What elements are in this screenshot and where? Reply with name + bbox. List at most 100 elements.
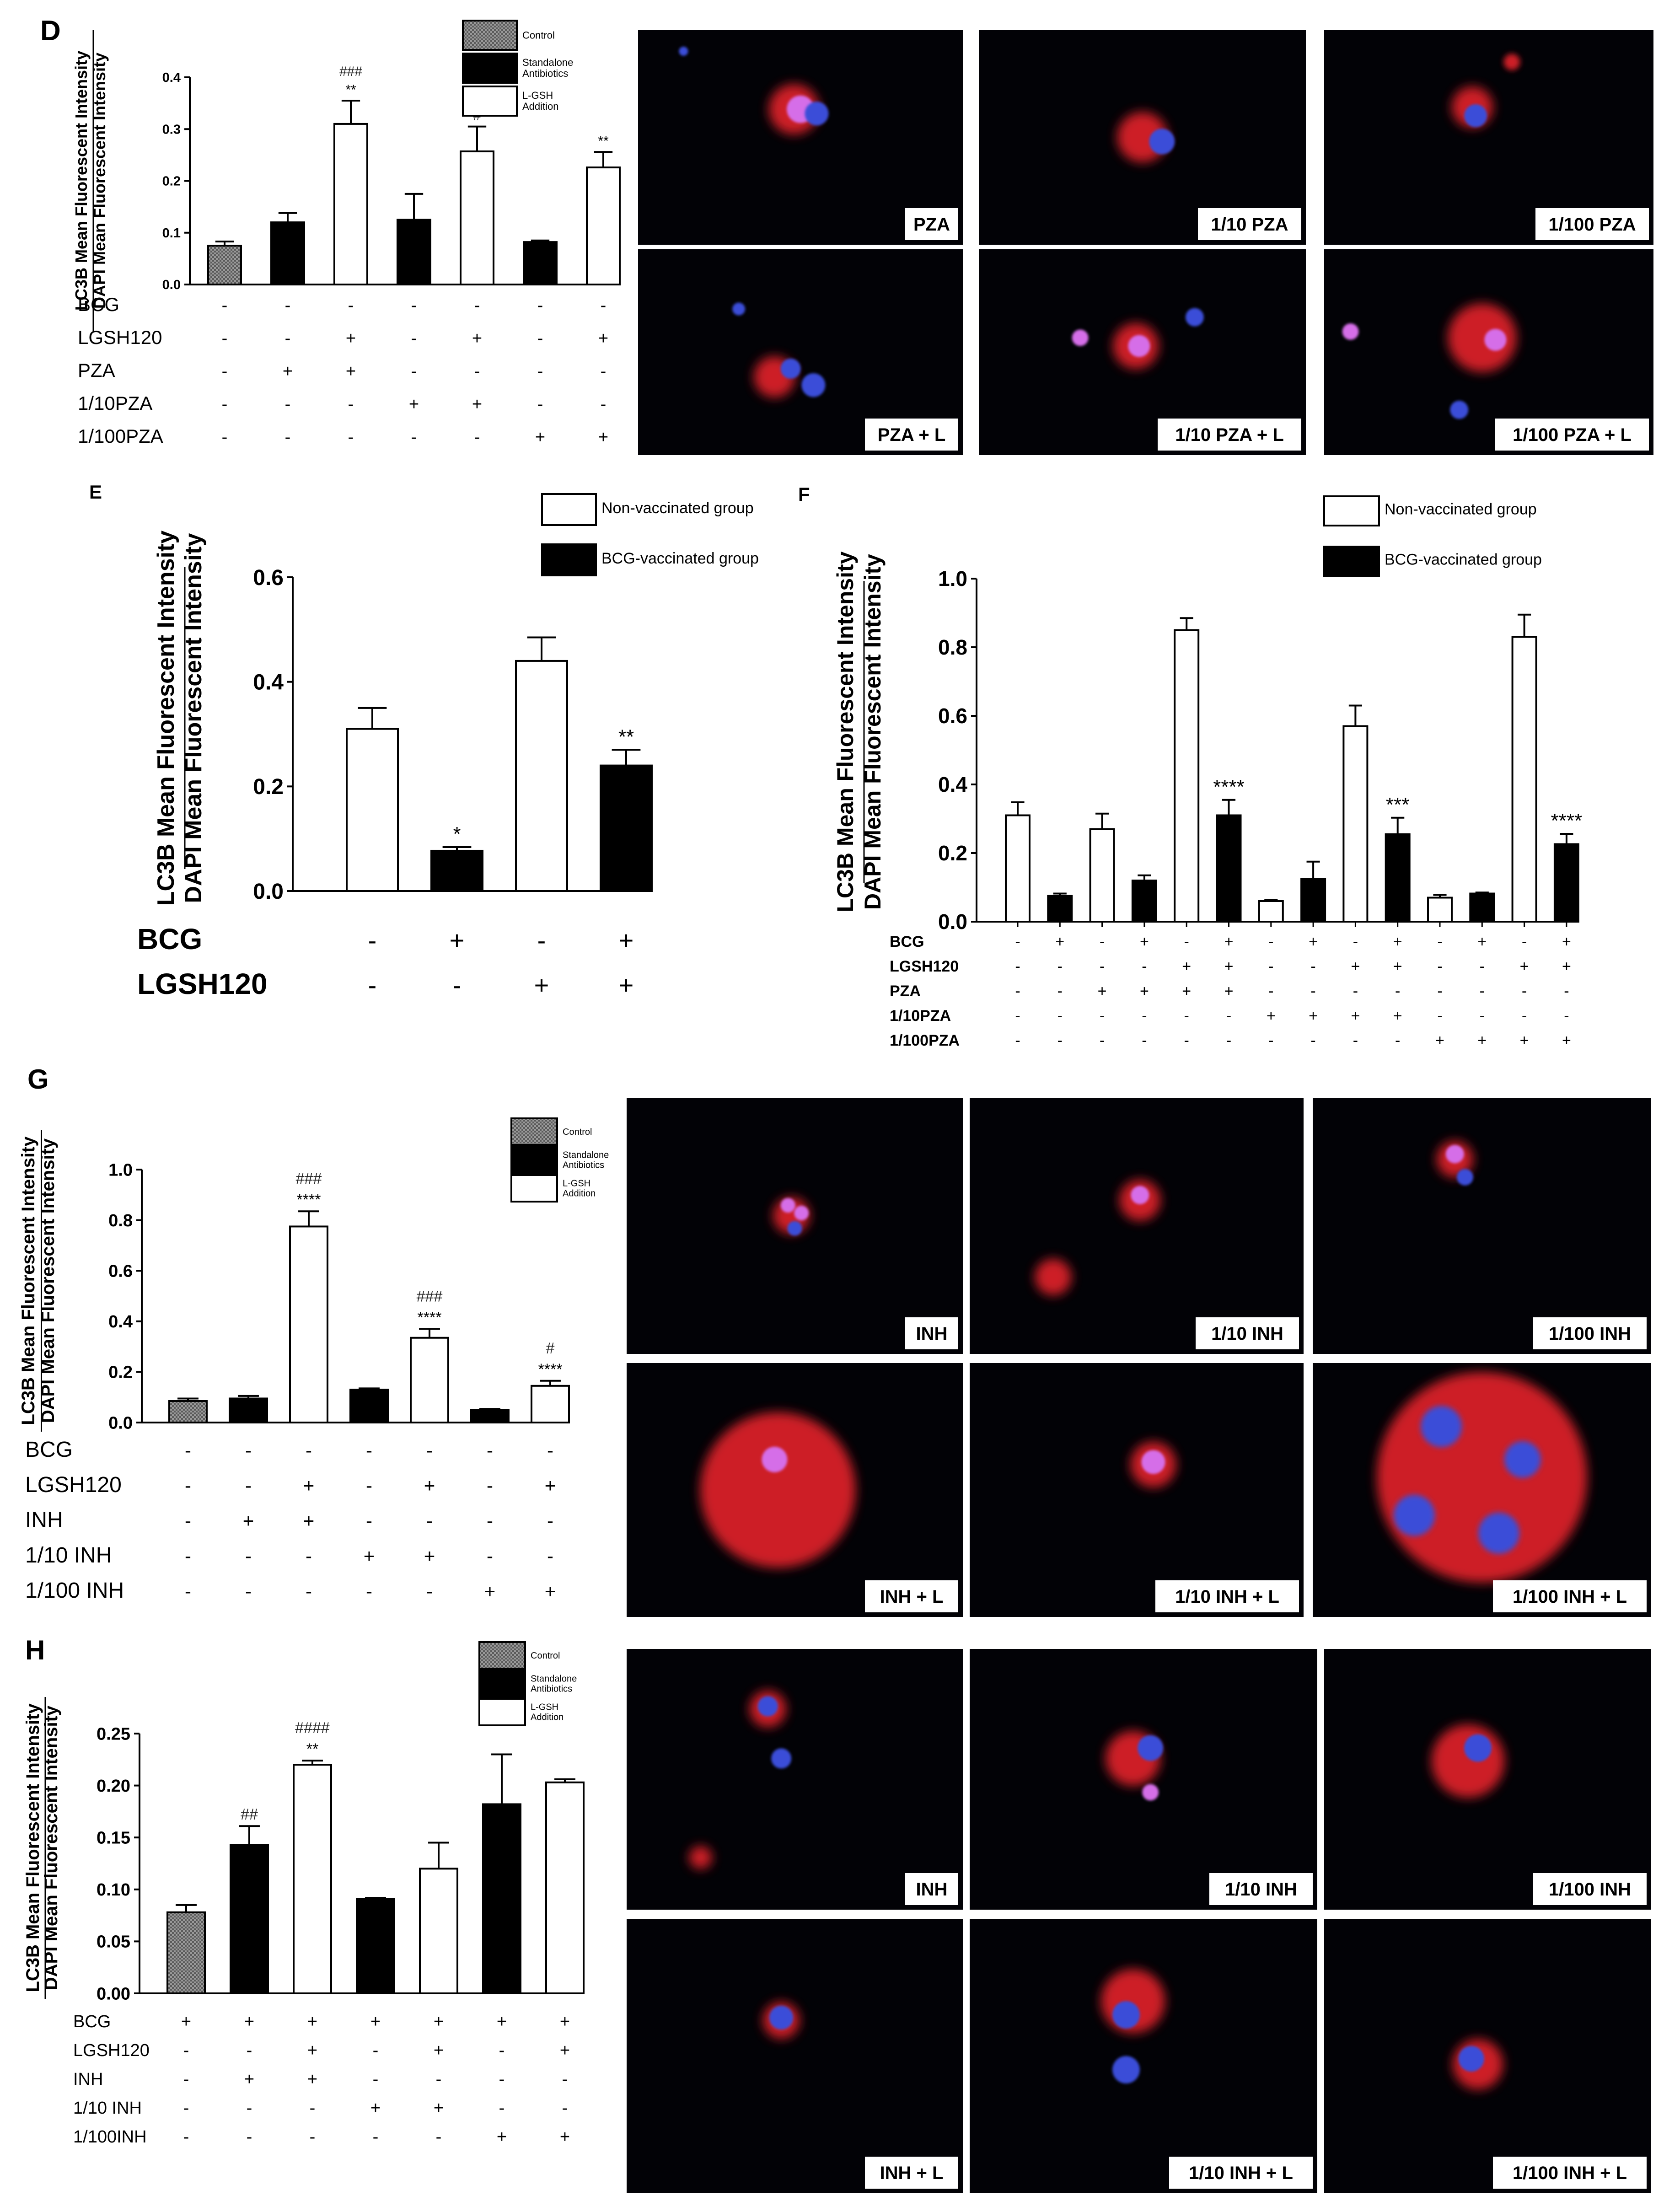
micrograph-cells — [1377, 1372, 1587, 1583]
micrograph-caption: INH + L — [880, 1587, 944, 1607]
condition-mark: - — [222, 296, 228, 315]
condition-mark: - — [1480, 983, 1485, 1000]
micrograph-caption-box — [905, 1317, 958, 1349]
y-axis-label-lc3b: LC3B Mean Fluorescent Intensity — [72, 51, 91, 311]
condition-mark: - — [1100, 1032, 1105, 1049]
chart-panel-f: F 0.0 0.2 0.4 0.6 0.8 1.0 LC3B Mean Fluorescent… — [798, 483, 1582, 1049]
dapi-nucleus — [762, 1446, 788, 1472]
condition-label: BCG — [25, 1438, 73, 1462]
micrograph-caption-box — [1533, 1317, 1647, 1349]
condition-mark: - — [245, 1439, 252, 1461]
condition-mark: + — [1520, 958, 1529, 975]
dapi-nucleus — [1142, 1784, 1159, 1801]
condition-mark: - — [247, 2041, 252, 2060]
lc3b-stain — [1377, 1372, 1587, 1583]
condition-mark: + — [307, 2012, 317, 2031]
condition-mark: + — [598, 428, 608, 447]
dapi-nucleus — [1421, 1406, 1462, 1447]
condition-mark: - — [348, 428, 354, 447]
condition-mark: - — [537, 362, 543, 381]
condition-mark: - — [547, 1439, 553, 1461]
condition-mark: + — [1393, 1007, 1402, 1025]
y-tick-label: 0.3 — [162, 122, 181, 137]
significance-mark: ** — [306, 1740, 318, 1758]
condition-mark: + — [560, 2041, 570, 2060]
condition-mark: - — [185, 1545, 191, 1567]
condition-mark: + — [434, 2099, 444, 2118]
condition-mark: + — [1477, 933, 1487, 950]
y-tick-label: 0.4 — [162, 70, 181, 85]
condition-label: BCG — [137, 923, 202, 956]
condition-mark: - — [547, 1545, 553, 1567]
condition-mark: - — [1057, 1032, 1063, 1049]
legend-label: Standalone Antibiotics — [522, 57, 573, 79]
condition-mark: - — [285, 296, 291, 315]
condition-mark: + — [1182, 983, 1191, 1000]
bar-standalone — [397, 219, 431, 285]
y-tick-label: 0.8 — [938, 635, 967, 659]
significance-mark: ### — [296, 1170, 322, 1187]
condition-mark: - — [348, 395, 354, 414]
bar-control — [166, 1911, 206, 1995]
condition-mark: - — [1395, 983, 1400, 1000]
condition-mark: - — [368, 971, 377, 999]
y-tick-label: 0.15 — [97, 1829, 130, 1848]
significance-mark: ** — [598, 134, 609, 149]
bar-bcg — [430, 849, 483, 892]
condition-mark: - — [411, 329, 417, 348]
micrograph-tile: 1/100 INH + L — [1313, 1363, 1651, 1617]
micrograph-image — [1313, 1098, 1651, 1354]
dapi-nucleus — [1131, 1186, 1149, 1204]
condition-mark: + — [244, 2012, 254, 2031]
micrograph-caption-box — [1495, 419, 1649, 451]
condition-mark: + — [560, 2012, 570, 2031]
condition-mark: - — [183, 2127, 189, 2147]
condition-mark: - — [183, 2041, 189, 2060]
micrograph-cells — [763, 2002, 800, 2039]
condition-mark: - — [411, 296, 417, 315]
panel-label: F — [798, 483, 810, 505]
condition-mark: + — [307, 2041, 317, 2060]
chart-panel-e: E 0.0 0.2 0.4 0.6 LC3B Mean Fluorescent Inten… — [89, 481, 759, 1000]
dapi-nucleus — [1458, 2046, 1484, 2072]
condition-label: LGSH120 — [890, 958, 959, 975]
condition-mark: - — [185, 1475, 191, 1496]
micrograph-caption: 1/10 INH + L — [1189, 2163, 1293, 2183]
condition-mark: + — [1393, 933, 1402, 950]
condition-mark: + — [545, 1580, 556, 1602]
condition-mark: - — [1226, 1007, 1231, 1025]
legend-swatch-lgsh — [462, 86, 518, 117]
condition-mark: - — [1184, 1032, 1189, 1049]
condition-mark: - — [1437, 983, 1442, 1000]
significance-mark: ## — [241, 1806, 258, 1823]
condition-mark: - — [1142, 1032, 1147, 1049]
bar-lgsh — [531, 1385, 570, 1423]
condition-mark: + — [1351, 958, 1360, 975]
micrograph-caption: 1/10 INH — [1211, 1324, 1283, 1344]
condition-mark: - — [366, 1439, 372, 1461]
condition-mark: - — [474, 362, 480, 381]
condition-mark: - — [310, 2127, 316, 2147]
lc3b-stain — [1431, 1724, 1505, 1798]
bar-standalone — [523, 241, 558, 286]
condition-mark: - — [1353, 933, 1358, 950]
dapi-nucleus — [1478, 1512, 1519, 1554]
condition-mark: + — [283, 362, 293, 381]
bar-lgsh — [460, 150, 494, 285]
significance-mark: ### — [339, 64, 362, 79]
y-tick-label: 0.8 — [108, 1211, 133, 1230]
condition-mark: + — [1140, 983, 1149, 1000]
dapi-nucleus — [1445, 1145, 1464, 1164]
legend-swatch-nonvacc — [541, 493, 597, 526]
condition-mark: - — [222, 362, 228, 381]
bar-nonvacc — [515, 660, 568, 892]
micrograph-caption: 1/100 INH — [1549, 1879, 1631, 1900]
legend-swatch-lgsh — [510, 1174, 558, 1203]
condition-label: PZA — [890, 983, 921, 1000]
micrograph-image — [627, 1649, 963, 1910]
dapi-nucleus — [771, 1748, 792, 1769]
micrograph-caption-box — [1209, 1873, 1313, 1905]
condition-mark: - — [306, 1545, 312, 1567]
dapi-nucleus — [1141, 1450, 1165, 1474]
significance-mark: ** — [618, 725, 634, 748]
